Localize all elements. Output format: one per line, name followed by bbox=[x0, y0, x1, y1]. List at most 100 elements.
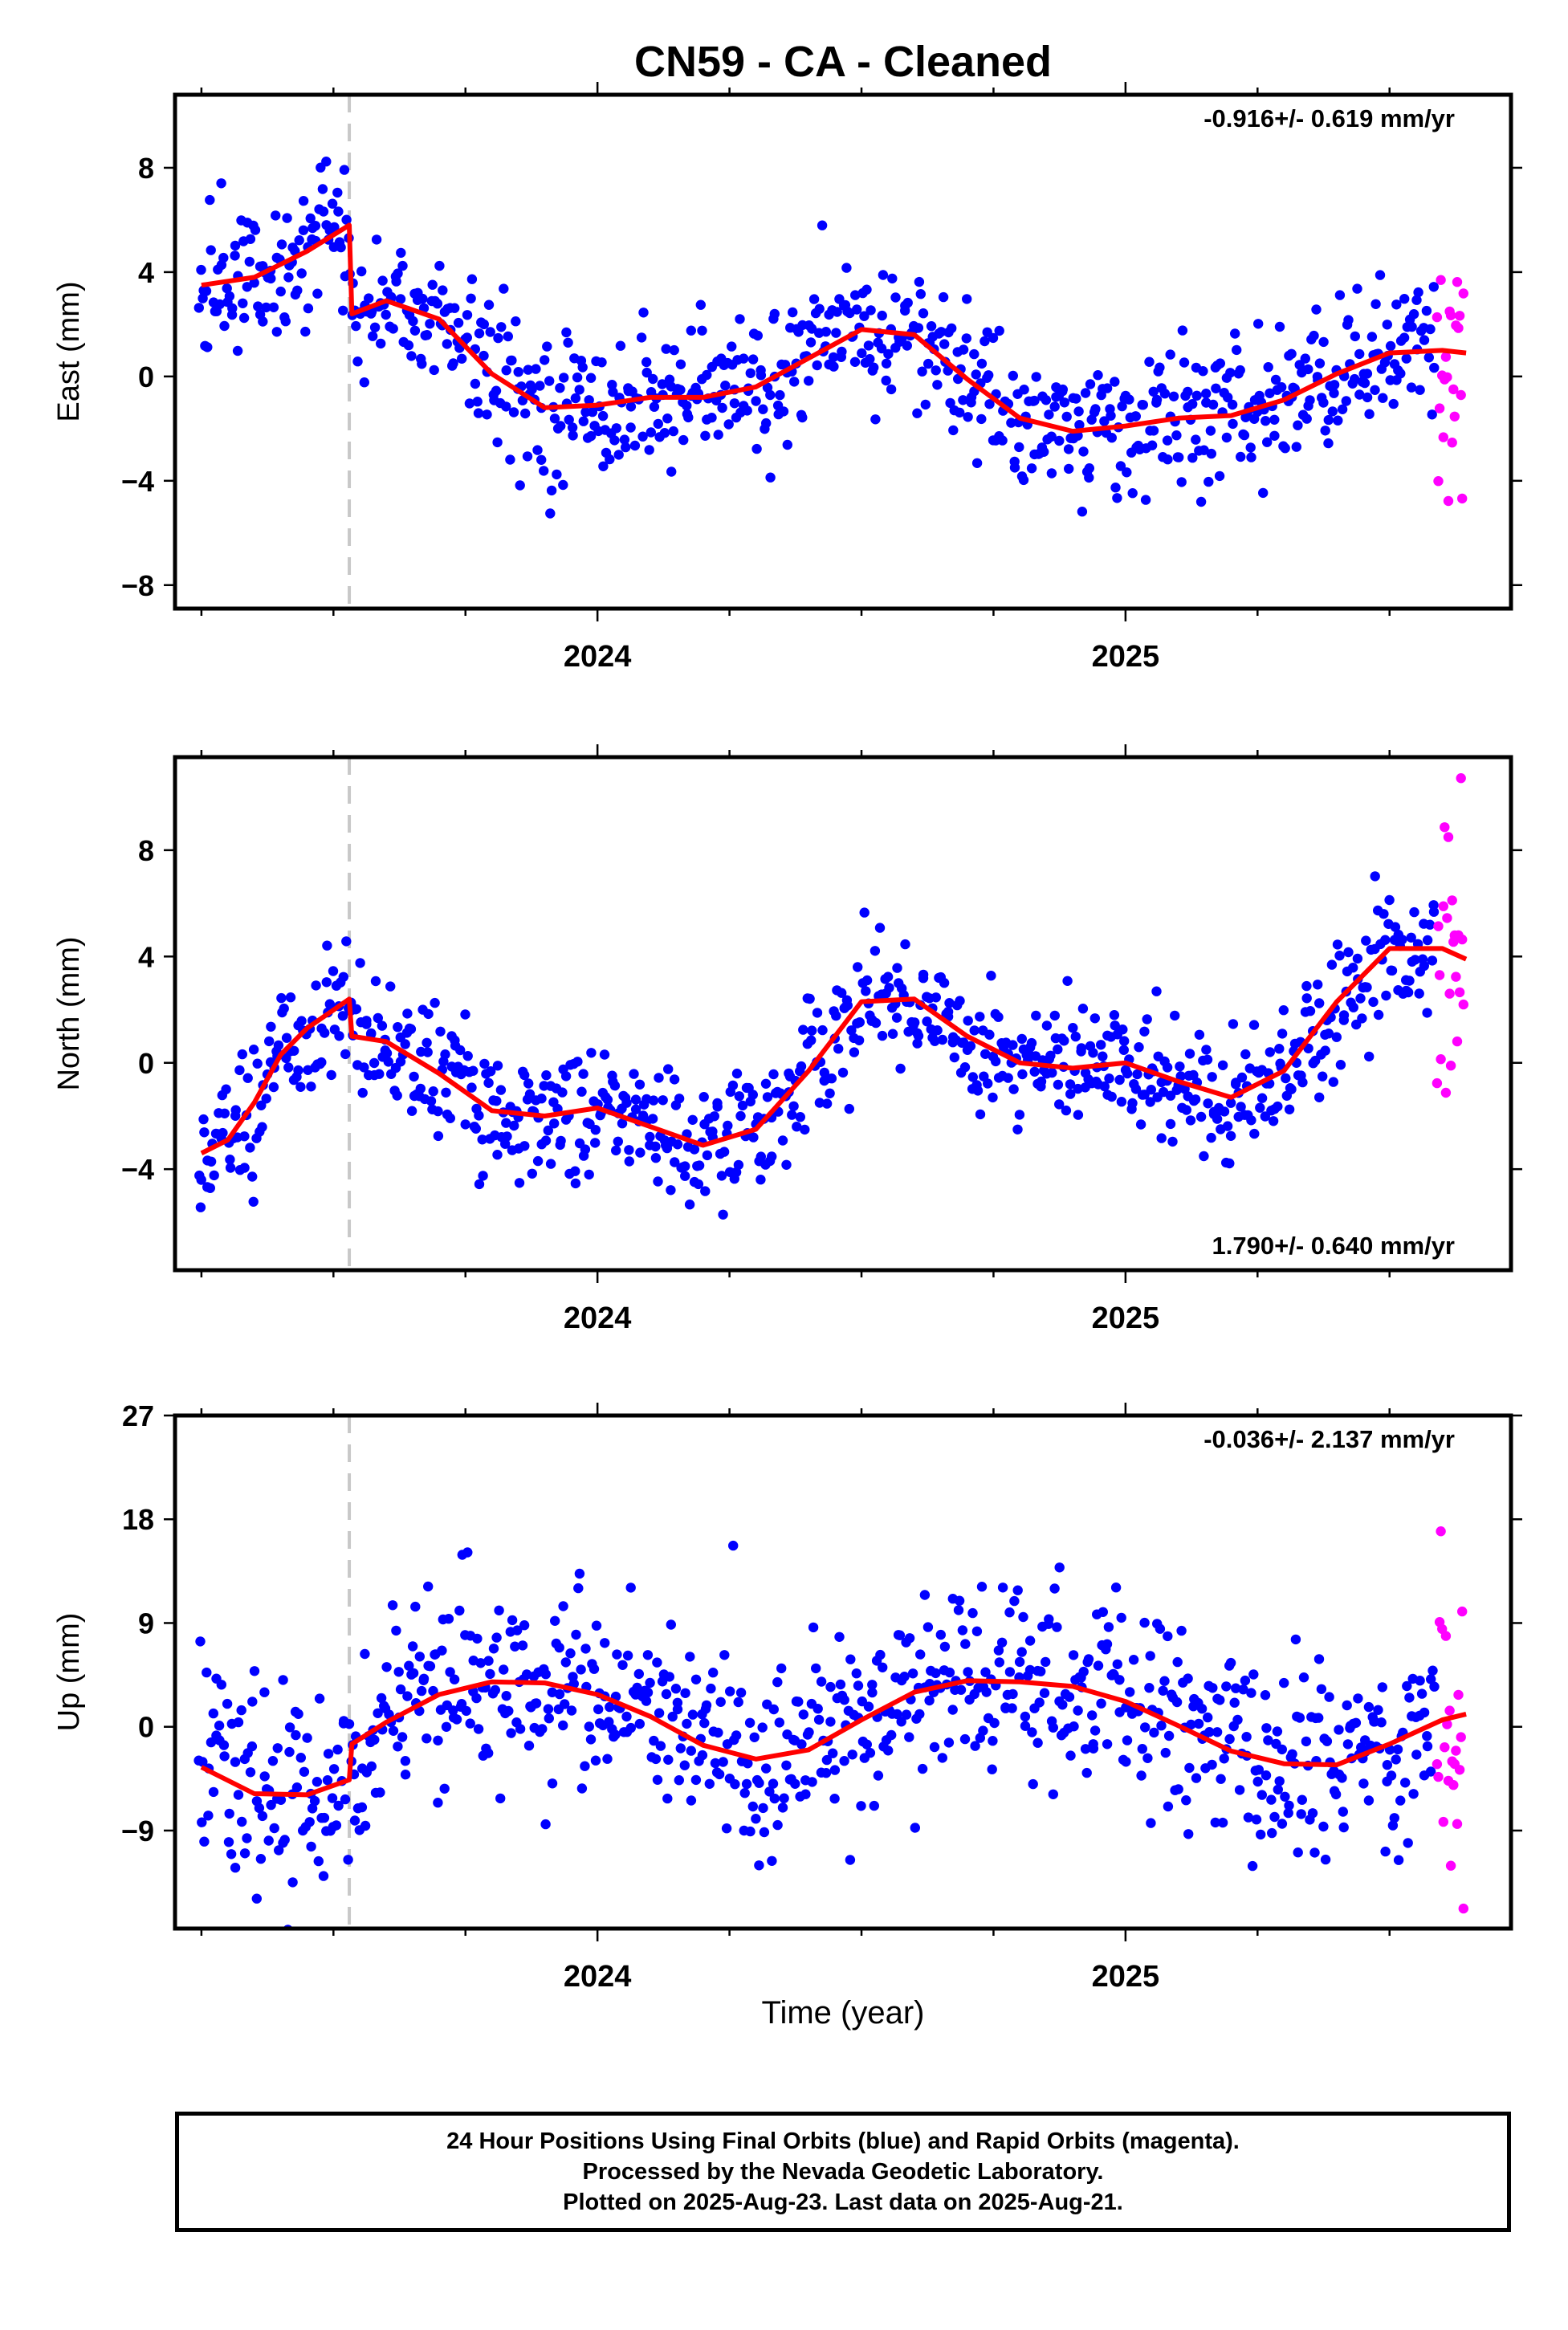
final-point bbox=[381, 1662, 392, 1672]
final-point bbox=[319, 1812, 330, 1823]
final-point bbox=[685, 1652, 695, 1662]
final-point bbox=[483, 299, 495, 310]
final-point bbox=[1174, 452, 1184, 462]
final-point bbox=[405, 1024, 417, 1034]
final-point bbox=[499, 283, 509, 294]
final-point bbox=[844, 1103, 855, 1114]
final-point bbox=[1149, 1727, 1159, 1738]
final-point bbox=[761, 1763, 772, 1774]
final-point bbox=[393, 1022, 403, 1033]
final-point bbox=[369, 322, 381, 332]
final-point bbox=[865, 1748, 876, 1758]
final-point bbox=[261, 1094, 271, 1104]
final-point bbox=[1008, 1688, 1018, 1700]
final-point bbox=[513, 367, 523, 377]
final-point bbox=[1086, 414, 1097, 425]
rate-label-north: 1.790+/- 0.640 mm/yr bbox=[1212, 1232, 1455, 1260]
x-tick-label: 2025 bbox=[1092, 1301, 1160, 1335]
final-point bbox=[833, 1044, 844, 1054]
final-point bbox=[712, 1098, 723, 1109]
final-point bbox=[237, 1049, 247, 1060]
final-point bbox=[625, 1722, 636, 1733]
final-point bbox=[1199, 1151, 1209, 1162]
x-tick-label: 2024 bbox=[564, 1960, 632, 1994]
final-point bbox=[693, 1179, 704, 1190]
final-point bbox=[1415, 1676, 1425, 1686]
final-point bbox=[1277, 1744, 1288, 1755]
final-point bbox=[611, 1145, 621, 1156]
final-point bbox=[1217, 1817, 1228, 1828]
final-point bbox=[364, 293, 374, 303]
final-point bbox=[661, 1688, 672, 1700]
final-point bbox=[339, 165, 350, 175]
final-point bbox=[428, 1685, 438, 1697]
final-point bbox=[1216, 1774, 1226, 1784]
final-point bbox=[958, 395, 968, 405]
rapid-point bbox=[1451, 1745, 1461, 1756]
final-point bbox=[1184, 1762, 1195, 1774]
final-point bbox=[340, 1049, 351, 1060]
final-point bbox=[1206, 1132, 1216, 1143]
rapid-point bbox=[1434, 970, 1445, 980]
final-point bbox=[462, 332, 472, 343]
final-point bbox=[814, 303, 825, 314]
final-point bbox=[1214, 470, 1225, 482]
final-point bbox=[674, 1094, 685, 1104]
final-point bbox=[895, 1063, 906, 1074]
final-point bbox=[1122, 1735, 1133, 1745]
final-point bbox=[839, 1695, 849, 1705]
final-point bbox=[720, 381, 731, 391]
final-point bbox=[400, 1770, 411, 1780]
final-point bbox=[980, 1667, 991, 1677]
final-point bbox=[792, 1122, 802, 1132]
final-point bbox=[609, 1081, 621, 1091]
final-point bbox=[638, 308, 649, 318]
final-point bbox=[1008, 370, 1019, 381]
final-point bbox=[1359, 377, 1370, 389]
final-point bbox=[597, 410, 609, 422]
final-point bbox=[426, 1096, 437, 1106]
rapid-point bbox=[1453, 1689, 1464, 1701]
final-point bbox=[218, 252, 229, 263]
plot-area-east bbox=[193, 95, 1469, 609]
final-point bbox=[433, 1735, 443, 1745]
final-point bbox=[804, 376, 814, 386]
final-point bbox=[613, 450, 624, 460]
final-point bbox=[369, 1734, 380, 1745]
rapid-point bbox=[1444, 1705, 1455, 1716]
final-point bbox=[939, 1641, 951, 1652]
final-point bbox=[285, 992, 296, 1003]
final-point bbox=[1071, 393, 1081, 404]
final-point bbox=[392, 1090, 402, 1101]
final-point bbox=[937, 1753, 948, 1763]
final-point bbox=[769, 308, 780, 320]
final-point bbox=[253, 301, 263, 312]
final-point bbox=[751, 396, 761, 406]
final-point bbox=[578, 416, 589, 426]
final-point bbox=[617, 1118, 628, 1129]
final-point bbox=[545, 1159, 556, 1169]
final-point bbox=[1329, 388, 1339, 398]
final-point bbox=[731, 1730, 742, 1741]
final-point bbox=[1320, 426, 1330, 436]
final-point bbox=[223, 1837, 234, 1847]
final-point bbox=[663, 1754, 674, 1765]
final-point bbox=[1165, 349, 1175, 360]
final-point bbox=[239, 1163, 250, 1173]
final-point bbox=[1274, 321, 1285, 332]
final-point bbox=[881, 375, 891, 386]
final-point bbox=[624, 1156, 634, 1167]
final-point bbox=[1207, 1072, 1217, 1082]
final-point bbox=[193, 303, 204, 313]
final-point bbox=[1110, 377, 1120, 387]
final-point bbox=[1102, 383, 1113, 393]
final-point bbox=[1093, 370, 1103, 381]
rapid-point bbox=[1457, 493, 1468, 504]
final-point bbox=[597, 357, 607, 368]
final-point bbox=[422, 330, 433, 340]
final-point bbox=[690, 1774, 702, 1786]
final-point bbox=[700, 430, 711, 441]
final-point bbox=[1241, 1732, 1252, 1742]
final-point bbox=[865, 354, 875, 365]
final-point bbox=[1077, 507, 1088, 517]
